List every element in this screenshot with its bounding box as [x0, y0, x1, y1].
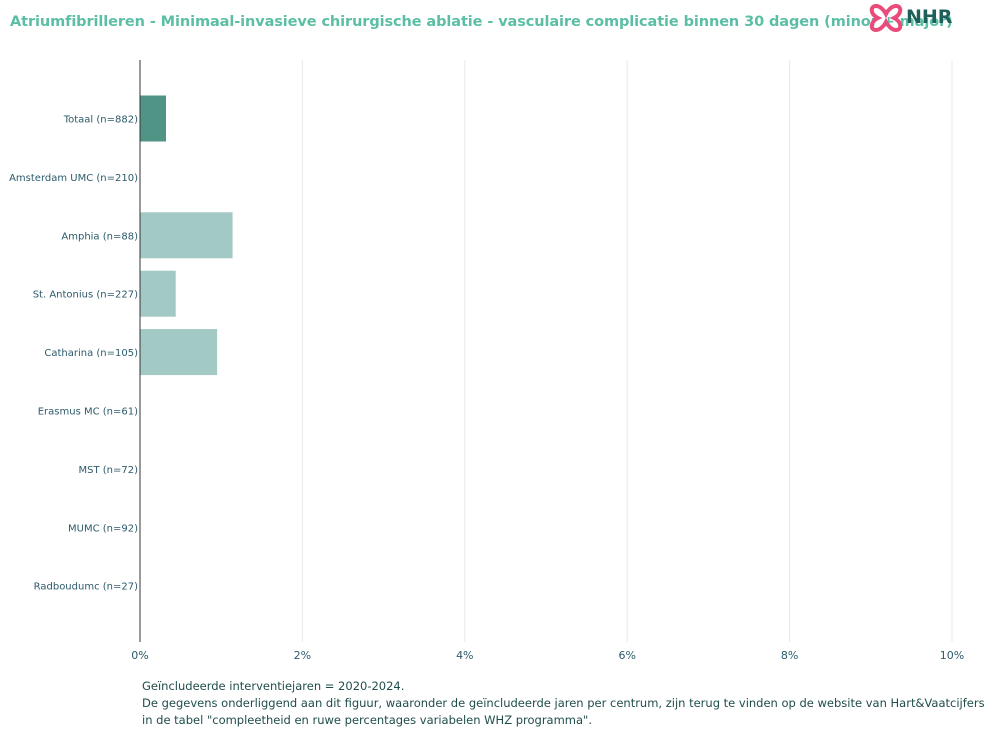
nhr-logo-text: NHR — [906, 6, 953, 28]
x-tick-label: 0% — [131, 649, 148, 662]
footer-line-1: Geïncludeerde interventiejaren = 2020-20… — [142, 679, 405, 693]
x-tick-label: 8% — [781, 649, 798, 662]
category-label: Totaal (n=882) — [63, 115, 138, 126]
footer-line-3: in de tabel "compleetheid en ruwe percen… — [142, 713, 593, 727]
category-label: MUMC (n=92) — [68, 523, 138, 534]
category-label: Amphia (n=88) — [61, 231, 138, 242]
bar — [140, 212, 233, 259]
x-tick-label: 2% — [294, 649, 311, 662]
category-label: Catharina (n=105) — [44, 348, 138, 359]
category-label: Amsterdam UMC (n=210) — [9, 173, 138, 184]
bar-chart: 0% 2% 4% 6% 8% 10% Totaal (n=882) Amsterdam UMC… — [9, 60, 964, 662]
category-label: Radboudumc (n=27) — [34, 582, 138, 593]
nhr-logo-icon — [869, 3, 903, 33]
x-tick-label: 4% — [456, 649, 473, 662]
x-tick-label: 10% — [940, 649, 964, 662]
category-label: St. Antonius (n=227) — [33, 290, 138, 301]
bar — [140, 270, 176, 317]
bar — [140, 95, 166, 142]
category-label: MST (n=72) — [78, 465, 138, 476]
chart-title: Atriumfibrilleren - Minimaal-invasieve c… — [10, 14, 953, 30]
category-label: Erasmus MC (n=61) — [38, 407, 138, 418]
bar — [140, 329, 218, 376]
footer-note: Geïncludeerde interventiejaren = 2020-20… — [142, 678, 985, 729]
x-tick-label: 6% — [618, 649, 635, 662]
footer-line-2: De gegevens onderliggend aan dit figuur,… — [142, 696, 985, 710]
